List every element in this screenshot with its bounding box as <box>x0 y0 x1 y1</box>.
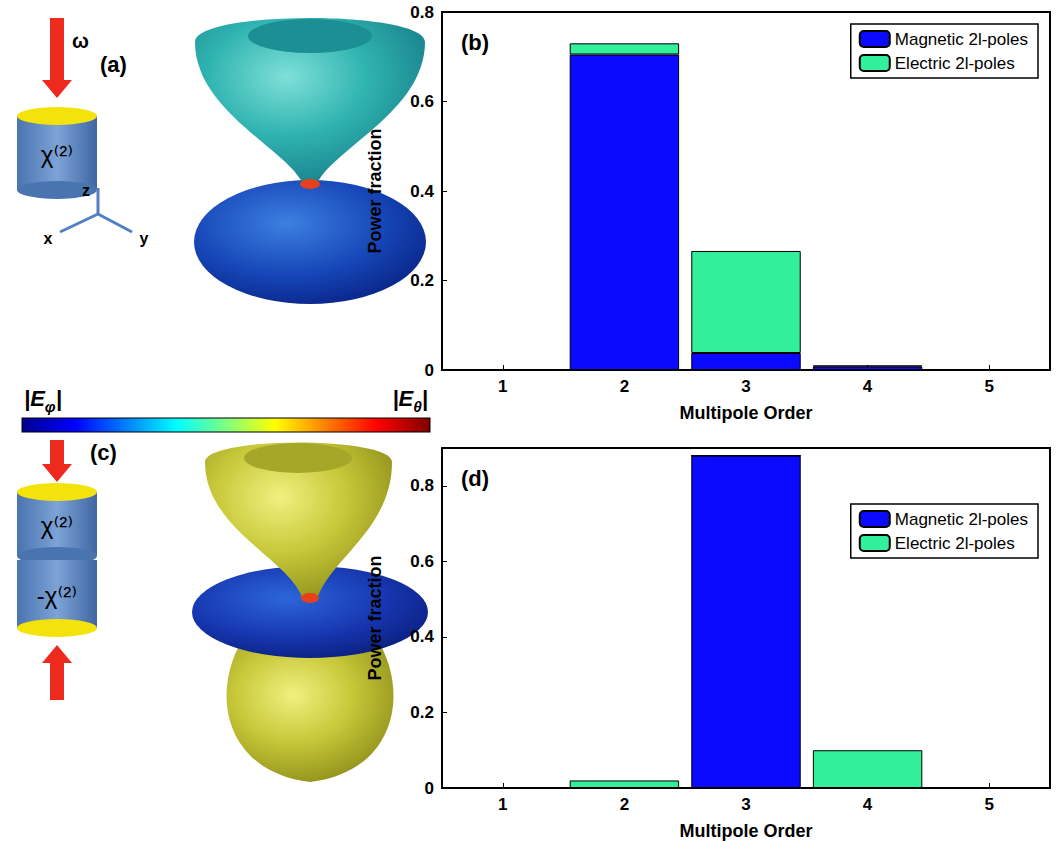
svg-text:(a): (a) <box>100 52 127 77</box>
svg-text:χ⁽²⁾: χ⁽²⁾ <box>41 512 73 539</box>
svg-text:y: y <box>140 230 149 247</box>
svg-text:|Eθ|: |Eθ| <box>392 386 428 415</box>
svg-text:0: 0 <box>425 361 434 380</box>
svg-text:Magnetic 2l-poles: Magnetic 2l-poles <box>895 510 1028 529</box>
svg-text:χ⁽²⁾: χ⁽²⁾ <box>41 141 73 168</box>
svg-text:ω: ω <box>72 30 89 52</box>
svg-text:0: 0 <box>425 779 434 798</box>
svg-text:Electric 2l-poles: Electric 2l-poles <box>895 534 1015 553</box>
svg-text:|Eφ|: |Eφ| <box>24 386 62 415</box>
svg-text:(d): (d) <box>461 466 489 491</box>
svg-text:0.6: 0.6 <box>410 552 434 571</box>
svg-text:0.2: 0.2 <box>410 703 434 722</box>
svg-text:4: 4 <box>863 377 873 396</box>
svg-text:z: z <box>82 182 90 199</box>
svg-text:(c): (c) <box>90 440 117 465</box>
svg-text:0.2: 0.2 <box>410 271 434 290</box>
svg-text:Magnetic 2l-poles: Magnetic 2l-poles <box>895 30 1028 49</box>
svg-text:3: 3 <box>741 795 750 814</box>
svg-text:0.6: 0.6 <box>410 92 434 111</box>
svg-text:(b): (b) <box>461 30 489 55</box>
svg-text:0.8: 0.8 <box>410 476 434 495</box>
svg-text:2: 2 <box>620 795 629 814</box>
svg-text:5: 5 <box>984 377 993 396</box>
svg-text:0.4: 0.4 <box>410 182 434 201</box>
svg-text:2: 2 <box>620 377 629 396</box>
svg-text:Electric 2l-poles: Electric 2l-poles <box>895 54 1015 73</box>
svg-text:1: 1 <box>498 795 507 814</box>
svg-text:Multipole Order: Multipole Order <box>679 821 812 841</box>
svg-text:x: x <box>44 230 53 247</box>
svg-text:3: 3 <box>741 377 750 396</box>
svg-text:0.4: 0.4 <box>410 627 434 646</box>
svg-text:1: 1 <box>498 377 507 396</box>
svg-text:0.8: 0.8 <box>410 3 434 22</box>
svg-text:Multipole Order: Multipole Order <box>679 403 812 423</box>
svg-text:-χ⁽²⁾: -χ⁽²⁾ <box>37 582 77 609</box>
svg-text:4: 4 <box>863 795 873 814</box>
svg-text:Power fraction: Power fraction <box>365 555 385 680</box>
svg-text:Power fraction: Power fraction <box>365 128 385 253</box>
svg-text:5: 5 <box>984 795 993 814</box>
